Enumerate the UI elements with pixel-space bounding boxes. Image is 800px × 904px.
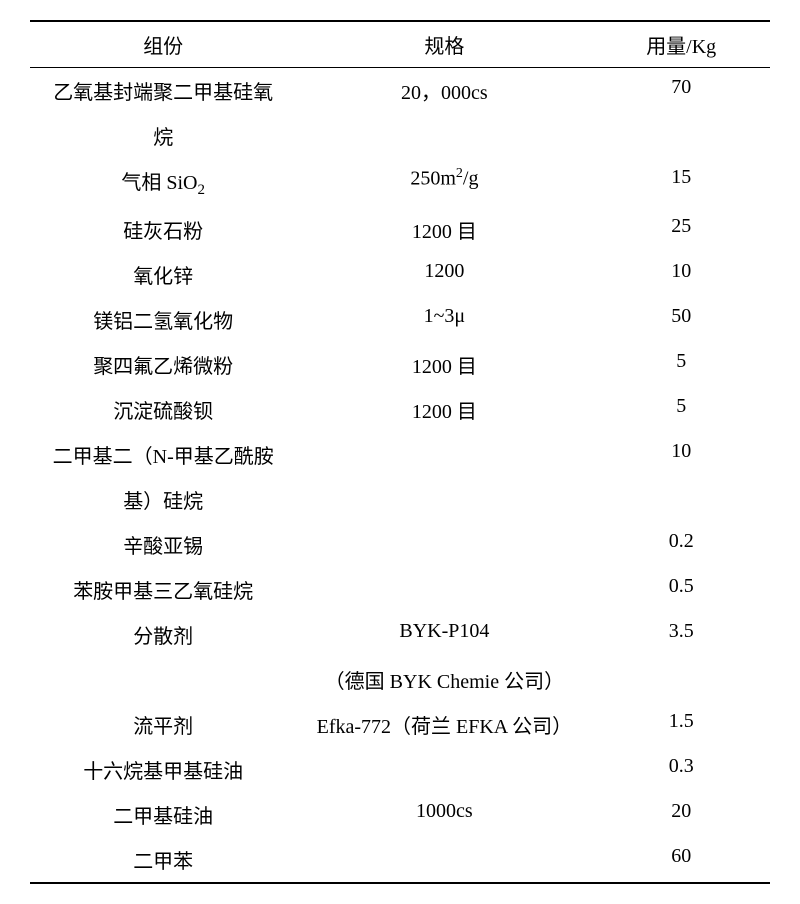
cell-component: 分散剂 — [30, 612, 296, 657]
cell-spec: 1~3μ — [296, 297, 592, 342]
cell-component: 聚四氟乙烯微粉 — [30, 342, 296, 387]
table-row: 聚四氟乙烯微粉 1200 目 5 — [30, 342, 770, 387]
cell-spec: 1200 目 — [296, 342, 592, 387]
table-row: 流平剂 Efka-772（荷兰 EFKA 公司） 1.5 — [30, 702, 770, 747]
cell-component: 氧化锌 — [30, 252, 296, 297]
cell-component: 镁铝二氢氧化物 — [30, 297, 296, 342]
cell-spec — [296, 837, 592, 883]
table-row: 基）硅烷 — [30, 477, 770, 522]
table-row: 二甲基二（N-甲基乙酰胺 10 — [30, 432, 770, 477]
table-header-row: 组份 规格 用量/Kg — [30, 21, 770, 68]
table-row: 硅灰石粉 1200 目 25 — [30, 207, 770, 252]
table-row: 乙氧基封端聚二甲基硅氧 20，000cs 70 — [30, 68, 770, 114]
cell-spec — [296, 567, 592, 612]
cell-spec: 250m2/g — [296, 158, 592, 207]
cell-amount: 0.3 — [592, 747, 770, 792]
cell-component: 流平剂 — [30, 702, 296, 747]
header-spec: 规格 — [296, 21, 592, 68]
cell-component: 二甲基二（N-甲基乙酰胺 — [30, 432, 296, 477]
cell-amount: 1.5 — [592, 702, 770, 747]
cell-spec: 1200 目 — [296, 387, 592, 432]
cell-component: 辛酸亚锡 — [30, 522, 296, 567]
table-row: 镁铝二氢氧化物 1~3μ 50 — [30, 297, 770, 342]
cell-spec: 1200 目 — [296, 207, 592, 252]
table-row: 烷 — [30, 113, 770, 158]
cell-amount: 5 — [592, 387, 770, 432]
table-row: 辛酸亚锡 0.2 — [30, 522, 770, 567]
cell-spec: BYK-P104 — [296, 612, 592, 657]
cell-amount: 0.2 — [592, 522, 770, 567]
cell-spec — [296, 747, 592, 792]
cell-amount: 10 — [592, 252, 770, 297]
cell-amount: 50 — [592, 297, 770, 342]
cell-component: 烷 — [30, 113, 296, 158]
cell-amount: 0.5 — [592, 567, 770, 612]
cell-amount: 15 — [592, 158, 770, 207]
cell-amount: 60 — [592, 837, 770, 883]
cell-component: 沉淀硫酸钡 — [30, 387, 296, 432]
table-row: 气相 SiO2 250m2/g 15 — [30, 158, 770, 207]
cell-component: 十六烷基甲基硅油 — [30, 747, 296, 792]
table-row: 沉淀硫酸钡 1200 目 5 — [30, 387, 770, 432]
header-component: 组份 — [30, 21, 296, 68]
composition-table: 组份 规格 用量/Kg 乙氧基封端聚二甲基硅氧 20，000cs 70 烷 气相… — [30, 20, 770, 884]
cell-amount: 25 — [592, 207, 770, 252]
cell-spec: 20，000cs — [296, 68, 592, 114]
cell-spec: Efka-772（荷兰 EFKA 公司） — [296, 702, 592, 747]
cell-amount: 5 — [592, 342, 770, 387]
header-amount: 用量/Kg — [592, 21, 770, 68]
cell-component: 二甲基硅油 — [30, 792, 296, 837]
cell-component: 基）硅烷 — [30, 477, 296, 522]
table-row: 二甲基硅油 1000cs 20 — [30, 792, 770, 837]
cell-amount — [592, 657, 770, 702]
cell-amount: 10 — [592, 432, 770, 477]
cell-component: 二甲苯 — [30, 837, 296, 883]
cell-spec: 1200 — [296, 252, 592, 297]
cell-spec — [296, 113, 592, 158]
cell-amount: 70 — [592, 68, 770, 114]
cell-amount: 3.5 — [592, 612, 770, 657]
table-row: 苯胺甲基三乙氧硅烷 0.5 — [30, 567, 770, 612]
cell-component: 气相 SiO2 — [30, 158, 296, 207]
cell-spec: （德国 BYK Chemie 公司） — [296, 657, 592, 702]
table-row: 十六烷基甲基硅油 0.3 — [30, 747, 770, 792]
cell-spec: 1000cs — [296, 792, 592, 837]
cell-amount — [592, 113, 770, 158]
cell-component: 苯胺甲基三乙氧硅烷 — [30, 567, 296, 612]
table-row: （德国 BYK Chemie 公司） — [30, 657, 770, 702]
table-row: 分散剂 BYK-P104 3.5 — [30, 612, 770, 657]
cell-component: 乙氧基封端聚二甲基硅氧 — [30, 68, 296, 114]
cell-spec — [296, 477, 592, 522]
cell-component: 硅灰石粉 — [30, 207, 296, 252]
cell-component — [30, 657, 296, 702]
cell-amount: 20 — [592, 792, 770, 837]
table-row: 氧化锌 1200 10 — [30, 252, 770, 297]
cell-spec — [296, 522, 592, 567]
table-row: 二甲苯 60 — [30, 837, 770, 883]
cell-spec — [296, 432, 592, 477]
cell-amount — [592, 477, 770, 522]
